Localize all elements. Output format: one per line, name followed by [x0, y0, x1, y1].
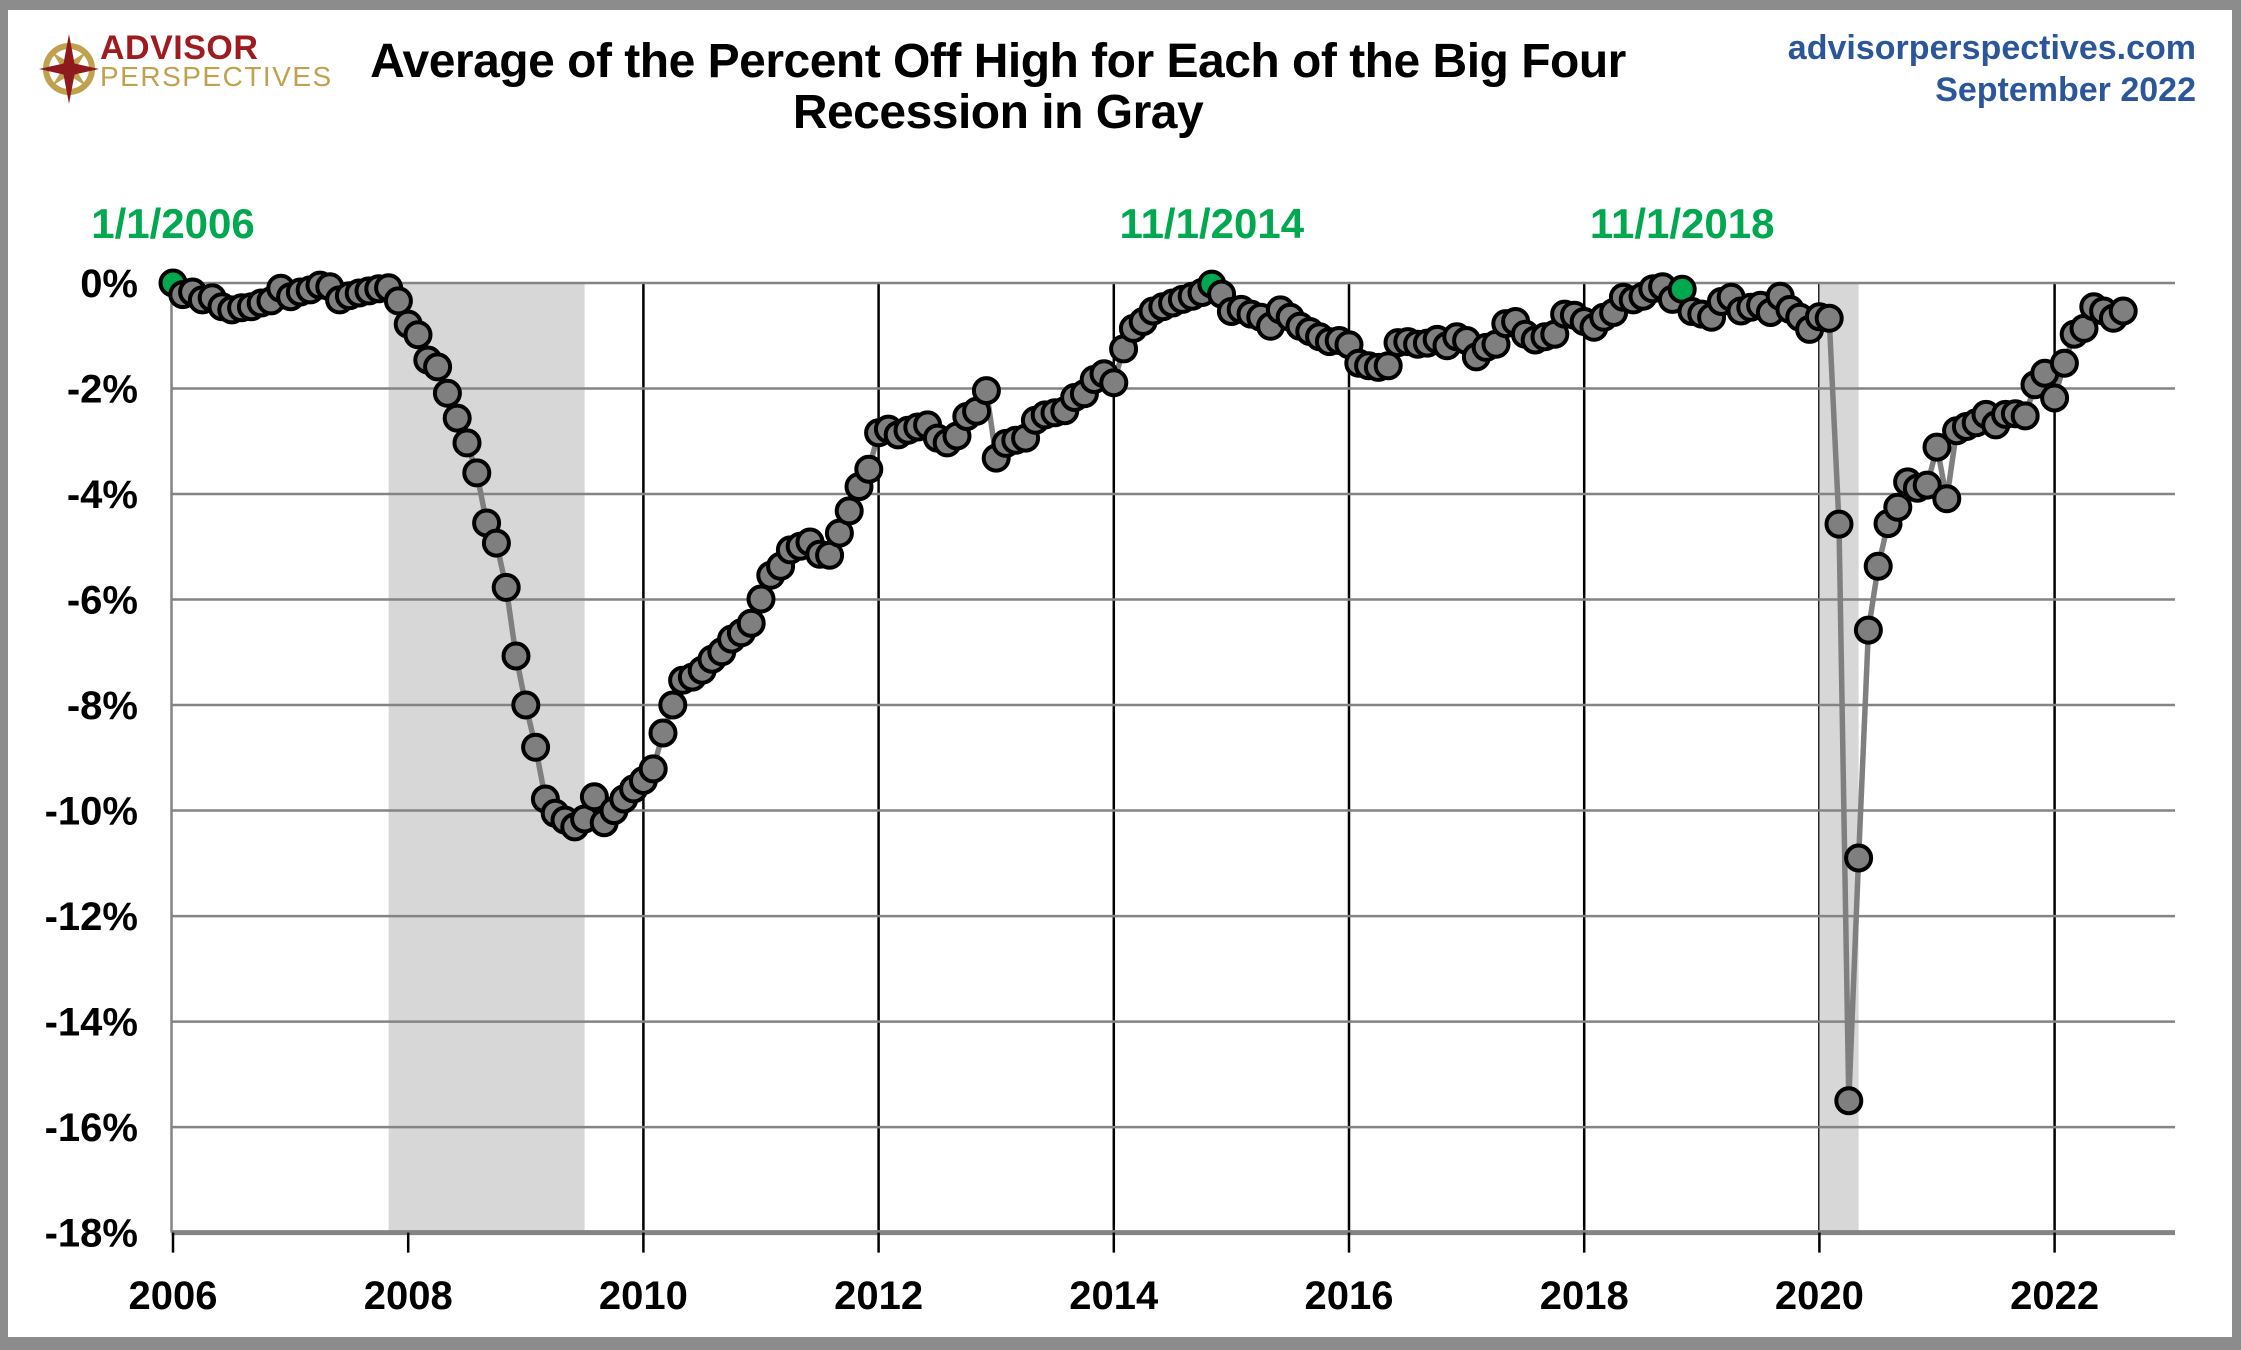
data-marker	[1863, 551, 1893, 581]
y-axis-label: -12%	[45, 895, 138, 939]
data-marker	[2040, 383, 2070, 413]
x-axis-label: 2020	[1775, 1274, 1864, 1318]
data-marker	[1099, 368, 1129, 398]
data-marker	[481, 528, 511, 558]
x-axis-label: 2016	[1305, 1274, 1394, 1318]
source-site-text: advisorperspectives.com	[1787, 29, 2196, 67]
data-marker	[658, 690, 688, 720]
data-marker	[1922, 432, 1952, 462]
y-axis-label: 0%	[80, 262, 138, 306]
data-marker	[1814, 303, 1844, 333]
data-marker	[736, 608, 766, 638]
data-marker	[638, 754, 668, 784]
x-axis-label: 2014	[1069, 1274, 1159, 1318]
data-marker	[1853, 615, 1883, 645]
y-axis-label: -14%	[45, 1001, 138, 1045]
data-marker	[383, 286, 413, 316]
x-axis-label: 2022	[2010, 1274, 2099, 1318]
y-axis-label: -8%	[67, 684, 138, 728]
annotation-label: 1/1/2006	[91, 200, 255, 247]
chart-title: Average of the Percent Off High for Each…	[348, 36, 1648, 138]
data-marker	[854, 454, 884, 484]
chart-title-line2: Recession in Gray	[792, 86, 1204, 139]
data-marker	[971, 376, 1001, 406]
compass-rose-icon	[39, 34, 99, 104]
y-axis-label: -16%	[45, 1106, 138, 1150]
data-marker	[1373, 351, 1403, 381]
annotation-label: 11/1/2018	[1590, 200, 1775, 247]
x-axis-label: 2010	[599, 1274, 688, 1318]
data-marker	[2010, 401, 2040, 431]
data-marker	[1932, 484, 1962, 514]
data-marker	[1912, 470, 1942, 500]
data-marker	[452, 428, 482, 458]
logo-wordmark-perspectives: PERSPECTIVES	[100, 61, 333, 92]
recession-band	[388, 283, 585, 1233]
data-marker	[501, 641, 531, 671]
advisor-perspectives-logo: ADVISOR PERSPECTIVES	[38, 29, 368, 104]
big-four-percent-off-high-chart: 0% -2% -4% -6% -8% -10% -12% -14% -16% -18% 2006 20…	[45, 200, 2175, 1318]
data-marker	[1824, 509, 1854, 539]
x-axis-label: 2018	[1540, 1274, 1629, 1318]
logo-wordmark-advisor: ADVISOR	[100, 29, 259, 67]
data-marker	[423, 352, 453, 382]
data-marker	[579, 782, 609, 812]
data-marker	[1883, 492, 1913, 522]
data-marker	[521, 732, 551, 762]
annotation-label: 11/1/2014	[1120, 200, 1305, 247]
x-axis-label: 2008	[364, 1274, 453, 1318]
data-marker	[432, 378, 462, 408]
data-marker	[648, 718, 678, 748]
source-date-text: September 2022	[1935, 71, 2196, 109]
data-marker	[1844, 843, 1874, 873]
data-marker	[2108, 296, 2138, 326]
y-axis-label: -6%	[67, 579, 138, 623]
data-marker	[462, 458, 492, 488]
data-marker	[403, 320, 433, 350]
data-marker	[442, 403, 472, 433]
data-marker	[491, 572, 521, 602]
data-marker	[2049, 348, 2079, 378]
x-axis-label: 2006	[129, 1274, 218, 1318]
data-marker	[746, 584, 776, 614]
data-marker	[511, 690, 541, 720]
data-marker	[1834, 1086, 1864, 1116]
y-axis-label: -10%	[45, 790, 138, 834]
y-axis-label: -2%	[67, 368, 138, 412]
x-axis-label: 2012	[834, 1274, 923, 1318]
y-axis-label: -4%	[67, 473, 138, 517]
data-marker	[834, 496, 864, 526]
y-axis-label: -18%	[45, 1212, 138, 1256]
chart-title-line1: Average of the Percent Off High for Each…	[370, 35, 1626, 88]
source-block: advisorperspectives.com September 2022	[1788, 28, 2196, 112]
